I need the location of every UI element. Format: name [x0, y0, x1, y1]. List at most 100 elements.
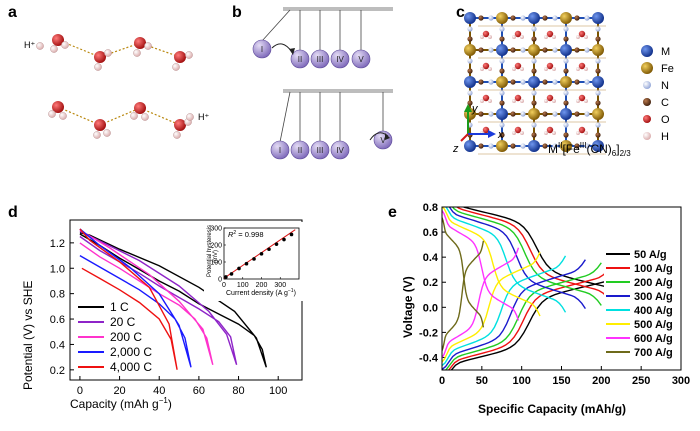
inset-y-tick-label: 100: [210, 260, 222, 267]
cradle-ball-label: I: [261, 45, 263, 54]
hydrogen-atom: [59, 112, 67, 120]
proton: [186, 113, 194, 121]
carbon-atom: [510, 143, 516, 149]
swing-arrow: [271, 43, 293, 53]
cradle-ball: [252, 39, 272, 59]
inset-point: [224, 275, 228, 279]
carbon-atom: [574, 15, 580, 21]
water-oxygen: [578, 94, 586, 102]
nitrogen-atom: [499, 122, 505, 128]
nitrogen-atom: [584, 15, 590, 21]
cradle-bar: [283, 7, 393, 11]
legend-label: 600 A/g: [634, 333, 673, 345]
water-oxygen: [546, 94, 554, 102]
cradle-ball-label: V: [380, 136, 386, 145]
proton-label-bottom: H⁺: [198, 112, 209, 122]
axis-y-label: y: [471, 103, 479, 115]
carbon-atom: [574, 111, 580, 117]
carbon-atom: [499, 100, 505, 106]
nitrogen-atom: [531, 58, 537, 64]
nitrogen-atom: [563, 26, 569, 32]
metal-atom: [528, 76, 540, 88]
nitrogen-atom: [595, 58, 601, 64]
oxygen-atom: [134, 102, 146, 114]
metal-atom: [560, 108, 572, 120]
water-oxygen: [546, 126, 554, 134]
water-hydrogen: [488, 35, 492, 39]
iron-atom: [560, 76, 572, 88]
oxygen-atom: [174, 51, 186, 63]
nitrogen-atom: [520, 79, 526, 85]
series-400ag-discharge: [445, 207, 567, 313]
legend-label-c: C: [661, 97, 669, 109]
legend-label: 100 A/g: [634, 263, 673, 275]
carbon-atom: [510, 15, 516, 21]
oxygen-atom: [174, 119, 186, 131]
legend-swatch-m: [641, 45, 653, 57]
nitrogen-atom: [584, 47, 590, 53]
inset-point: [237, 266, 241, 271]
legend-label: 4,000 C: [110, 360, 152, 374]
inset-y-tick-label: 200: [210, 243, 222, 250]
hydrogen-atom: [172, 63, 180, 71]
panel-d-label: d: [8, 204, 18, 221]
y-tick-label: 0.2: [423, 277, 438, 289]
prussian-blue-lattice: [464, 12, 606, 155]
hydrogen-atom: [141, 113, 149, 121]
x-tick-label: 0: [439, 375, 445, 387]
chart-d-ylabel: Potential (V) vs SHE: [21, 281, 35, 390]
carbon-atom: [478, 47, 484, 53]
legend-label: 700 A/g: [634, 347, 673, 359]
chart-e-ylabel: Voltage (V): [401, 276, 415, 338]
metal-atom: [528, 140, 540, 152]
nitrogen-atom: [488, 143, 494, 149]
y-tick-label: -0.4: [419, 352, 439, 364]
chart-e-legend: 50 A/g 100 A/g 200 A/g 300 A/g 400 A/g 500 A/…: [604, 248, 679, 360]
metal-atom: [592, 12, 604, 24]
hydrogen-atom: [94, 63, 102, 71]
nitrogen-atom: [552, 111, 558, 117]
chart-e-frame: [441, 206, 682, 371]
inset-point: [274, 242, 279, 246]
iron-atom: [592, 108, 604, 120]
inset-point: [252, 257, 256, 261]
inset-ylabel-2: (mV): [213, 250, 219, 263]
legend-background: [604, 248, 679, 360]
x-tick-label: 40: [153, 385, 165, 397]
carbon-atom: [542, 79, 548, 85]
axis-triad: y x z: [452, 103, 504, 155]
y-tick-label: 1.2: [50, 238, 65, 250]
nitrogen-atom: [584, 79, 590, 85]
hydrogen-atom: [93, 131, 101, 139]
inset-r2-label: R2 = 0.998: [228, 230, 264, 239]
iron-atom: [464, 44, 476, 56]
hydrogen-atom: [48, 110, 56, 118]
carbon-atom: [563, 132, 569, 138]
series-200ag-discharge: [451, 207, 602, 306]
series-1c: [79, 232, 267, 368]
nitrogen-atom: [520, 47, 526, 53]
carbon-atom: [478, 15, 484, 21]
water-hydrogen: [512, 131, 516, 135]
series-4000c: [79, 228, 178, 370]
nitrogen-atom: [563, 58, 569, 64]
series-200ag-charge: [444, 262, 602, 370]
cradle-ball-label: III: [317, 55, 324, 64]
carbon-atom: [510, 47, 516, 53]
nitrogen-atom: [563, 90, 569, 96]
carbon-atom: [595, 132, 601, 138]
carbon-atom: [542, 111, 548, 117]
series-300ag-charge: [442, 259, 586, 370]
panel-a-label: a: [8, 4, 17, 21]
inset-x-tick-label: 100: [237, 282, 249, 289]
cradle-ball: [330, 49, 350, 69]
water-oxygen: [514, 62, 522, 70]
water-oxygen: [514, 94, 522, 102]
water-oxygen: [482, 94, 490, 102]
series-500ag-charge: [442, 251, 541, 363]
water-hydrogen: [544, 67, 548, 71]
nitrogen-atom: [499, 90, 505, 96]
series-200c: [79, 229, 214, 365]
carbon-atom: [542, 15, 548, 21]
metal-atom: [464, 12, 476, 24]
